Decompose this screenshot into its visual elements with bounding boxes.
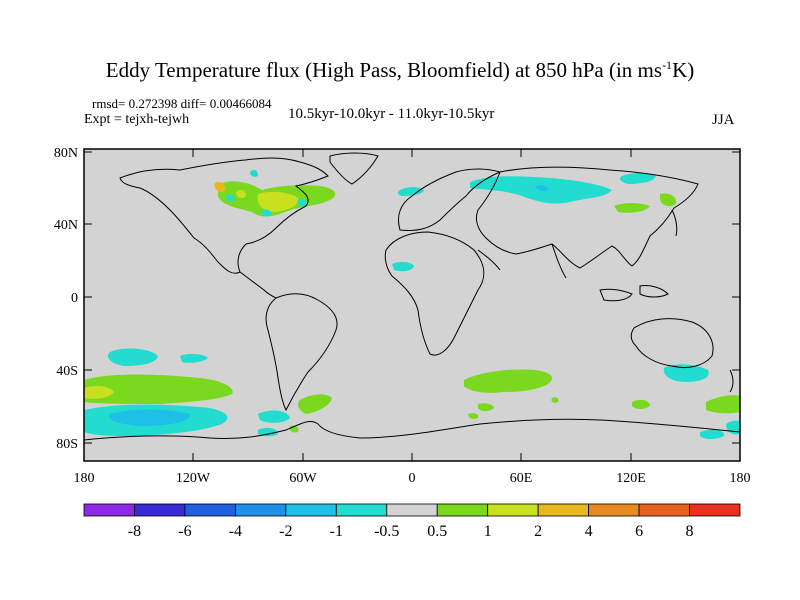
colorbar-label: -6 — [178, 523, 191, 540]
lat-labels: 80N 40N 0 40S 80S — [54, 146, 78, 452]
lon-label-120w: 120W — [176, 471, 211, 486]
colorbar-swatch — [537, 503, 590, 517]
lon-label-120e: 120E — [616, 471, 646, 486]
lon-label-60e: 60E — [510, 471, 533, 486]
colorbar-label: 0.5 — [427, 523, 447, 540]
map-title: Eddy Temperature flux (High Pass, Bloomf… — [0, 58, 800, 83]
lat-label-80s: 80S — [56, 437, 78, 452]
colorbar-label: -4 — [229, 523, 242, 540]
lon-label-180e: 180 — [730, 471, 751, 486]
lon-ticks — [192, 149, 632, 461]
colorbar-label: 8 — [686, 523, 694, 540]
colorbar-swatch — [234, 503, 287, 517]
lat-label-40n: 40N — [54, 218, 78, 233]
colorbar — [83, 503, 741, 517]
lat-label-80n: 80N — [54, 146, 78, 161]
colorbar-swatch — [134, 503, 186, 517]
title-end: K) — [672, 58, 695, 82]
period-label: 10.5kyr-10.0kyr - 11.0kyr-10.5kyr — [288, 106, 495, 122]
colorbar-swatch — [689, 503, 741, 517]
lat-label-0: 0 — [71, 291, 78, 306]
colorbar-swatch — [335, 503, 388, 517]
colorbar-swatch — [487, 503, 539, 517]
colorbar-swatch — [83, 503, 135, 517]
lon-label-60w: 60W — [289, 471, 317, 486]
stats-text: rmsd= 0.272398 diff= 0.00466084 — [92, 96, 272, 111]
colorbar-label: -0.5 — [374, 523, 399, 540]
season-label: JJA — [712, 112, 735, 128]
colorbar-swatch — [285, 503, 337, 517]
title-superscript: -1 — [662, 58, 673, 72]
colorbar-label: 1 — [484, 523, 492, 540]
lon-label-0: 0 — [409, 471, 416, 486]
experiment-label: Expt = tejxh-tejwh — [84, 112, 190, 127]
colorbar-label: -8 — [128, 523, 141, 540]
lon-label-180w: 180 — [74, 471, 95, 486]
lat-label-40s: 40S — [56, 364, 78, 379]
colorbar-label: -1 — [330, 523, 343, 540]
title-main: Eddy Temperature flux (High Pass, Bloomf… — [105, 58, 663, 82]
colorbar-label: 6 — [635, 523, 643, 540]
colorbar-swatch — [588, 503, 640, 517]
coastlines — [83, 152, 741, 441]
colorbar-label: -2 — [279, 523, 292, 540]
colorbar-labels: -8 -6 -4 -2 -1 -0.5 0.5 1 2 4 6 8 — [128, 523, 694, 540]
colorbar-swatch — [386, 503, 438, 517]
colorbar-swatch — [638, 503, 690, 517]
colorbar-swatch — [184, 503, 236, 517]
colorbar-label: 4 — [585, 523, 593, 540]
anomaly-patches — [84, 169, 740, 439]
colorbar-label: 2 — [534, 523, 542, 540]
lon-labels: 180 120W 60W 0 60E 120E 180 — [74, 471, 751, 486]
lat-ticks — [84, 151, 740, 444]
colorbar-swatch — [436, 503, 489, 517]
